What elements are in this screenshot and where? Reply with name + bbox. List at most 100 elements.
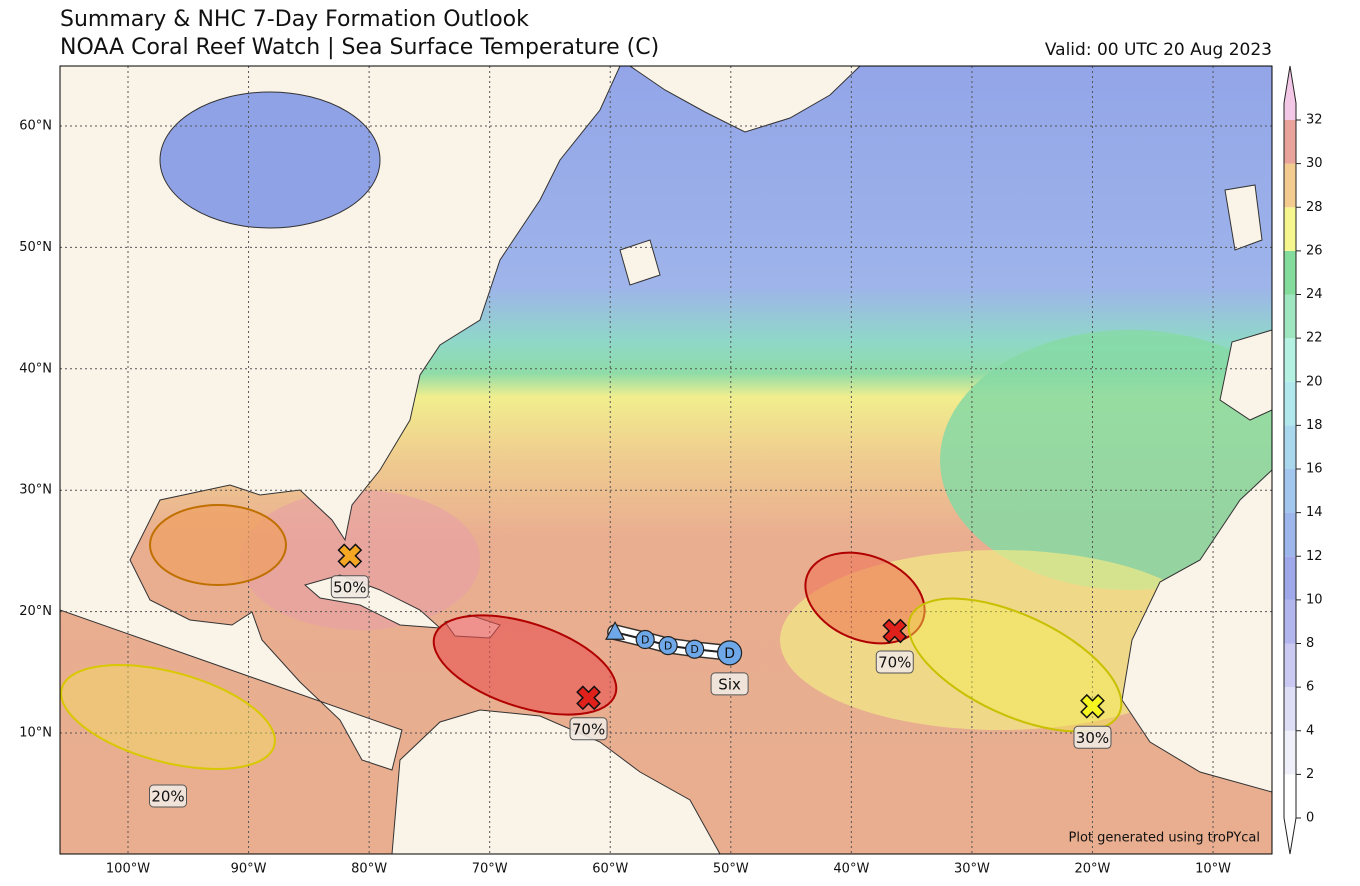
colorbar-band bbox=[1284, 643, 1296, 688]
label-text: 70% bbox=[878, 654, 911, 672]
iberia bbox=[1219, 329, 1272, 421]
outlook-marker bbox=[882, 618, 908, 644]
colorbar-over bbox=[1284, 66, 1296, 120]
colorbar-label: 30 bbox=[1306, 156, 1323, 171]
credit: Plot generated using troPYcal bbox=[1069, 831, 1261, 846]
colorbar-label: 18 bbox=[1306, 418, 1323, 433]
colorbar-label: 20 bbox=[1306, 374, 1323, 389]
colorbar-label: 28 bbox=[1306, 200, 1323, 215]
colorbar-label: 24 bbox=[1306, 287, 1323, 302]
colorbar-band bbox=[1284, 687, 1296, 731]
track-symbol: D bbox=[641, 634, 649, 647]
colorbar-band bbox=[1284, 730, 1296, 775]
colorbar-under bbox=[1284, 818, 1296, 854]
outlook-marker bbox=[1080, 693, 1105, 719]
lon-label: 60°W bbox=[592, 862, 628, 877]
africa bbox=[1121, 469, 1272, 793]
colorbar-band bbox=[1284, 774, 1296, 818]
track-point bbox=[605, 620, 626, 640]
map-frame bbox=[59, 65, 1273, 855]
colorbar-label: 32 bbox=[1306, 113, 1323, 128]
lon-label: 30°W bbox=[954, 862, 990, 877]
label-box bbox=[1073, 725, 1112, 749]
lon-label: 100°W bbox=[106, 862, 150, 877]
track-point bbox=[685, 639, 705, 659]
colorbar-label: 6 bbox=[1306, 680, 1314, 695]
label-text: Six bbox=[718, 675, 741, 693]
colorbar-band bbox=[1284, 163, 1296, 208]
sst-patch bbox=[940, 330, 1272, 590]
track-point bbox=[658, 635, 678, 656]
label-box bbox=[875, 650, 914, 674]
colorbar-band bbox=[1284, 425, 1296, 469]
outlook-marker bbox=[576, 685, 601, 711]
colorbar-label: 4 bbox=[1306, 723, 1314, 738]
lat-label: 20°N bbox=[19, 604, 52, 619]
grid bbox=[60, 66, 1272, 854]
lat-label: 30°N bbox=[19, 483, 52, 498]
label-box bbox=[330, 575, 369, 599]
label-text: 20% bbox=[151, 788, 184, 806]
label-text: 30% bbox=[1076, 729, 1109, 747]
title: Summary & NHC 7-Day Formation Outlook bbox=[60, 7, 529, 32]
track-symbol: D bbox=[690, 643, 698, 656]
track-symbol: D bbox=[724, 646, 735, 662]
colorbar-label: 26 bbox=[1306, 243, 1323, 258]
colorbar-label: 16 bbox=[1306, 462, 1323, 477]
label-text: 70% bbox=[572, 720, 605, 738]
outlook-marker bbox=[337, 543, 363, 569]
track-point bbox=[635, 629, 655, 650]
hudson-bay bbox=[159, 91, 381, 229]
colorbar-label: 0 bbox=[1306, 811, 1314, 826]
colorbar-band bbox=[1284, 294, 1296, 339]
colorbar-label: 10 bbox=[1306, 592, 1323, 607]
map-area: 50% 70% 70% 30% 20% D D D D Six bbox=[60, 66, 1272, 854]
label-box bbox=[710, 672, 749, 696]
lon-label: 10°W bbox=[1195, 862, 1231, 877]
outlook-area bbox=[804, 551, 926, 645]
outlook-area bbox=[149, 504, 287, 586]
lon-label: 80°W bbox=[351, 862, 387, 877]
colorbar-band bbox=[1284, 599, 1296, 644]
lon-label: 50°W bbox=[713, 862, 749, 877]
colorbar-band bbox=[1284, 338, 1296, 382]
outlook-area bbox=[60, 664, 276, 770]
colorbar-band bbox=[1284, 120, 1296, 164]
colorbar-band bbox=[1284, 469, 1296, 513]
lat-label: 10°N bbox=[19, 726, 52, 741]
lon-label: 70°W bbox=[472, 862, 508, 877]
colorbar-band bbox=[1284, 207, 1296, 251]
track-point bbox=[716, 640, 743, 666]
newfoundland bbox=[619, 239, 661, 286]
subtitle: NOAA Coral Reef Watch | Sea Surface Temp… bbox=[60, 35, 659, 60]
colorbar-outline bbox=[1283, 65, 1297, 855]
lon-label: 90°W bbox=[231, 862, 267, 877]
colorbar-band bbox=[1284, 556, 1296, 600]
valid-time: Valid: 00 UTC 20 Aug 2023 bbox=[1045, 40, 1272, 60]
north-america bbox=[60, 66, 621, 771]
outlook-area bbox=[907, 597, 1123, 733]
greenland bbox=[629, 66, 861, 133]
colorbar-label: 8 bbox=[1306, 636, 1314, 651]
colorbar-band bbox=[1284, 250, 1296, 295]
label-box bbox=[149, 784, 187, 808]
colorbar-band bbox=[1284, 512, 1296, 557]
colorbar-band bbox=[1284, 381, 1296, 426]
lon-label: 20°W bbox=[1075, 862, 1111, 877]
label-box bbox=[569, 717, 608, 741]
british-isles bbox=[1224, 184, 1263, 251]
lon-label: 40°W bbox=[833, 862, 869, 877]
colorbar-label: 22 bbox=[1306, 331, 1323, 346]
label-text: 50% bbox=[333, 578, 366, 596]
marks: 50% 70% 70% 30% 20% D D D D Six bbox=[149, 543, 1112, 808]
colorbar-label: 2 bbox=[1306, 767, 1314, 782]
lat-label: 60°N bbox=[19, 119, 52, 134]
lat-label: 50°N bbox=[19, 240, 52, 255]
colorbar-label: 14 bbox=[1306, 505, 1323, 520]
lat-label: 40°N bbox=[19, 361, 52, 376]
outlook-area bbox=[432, 614, 618, 716]
colorbar-label: 12 bbox=[1306, 549, 1323, 564]
track-symbol: D bbox=[664, 640, 672, 653]
